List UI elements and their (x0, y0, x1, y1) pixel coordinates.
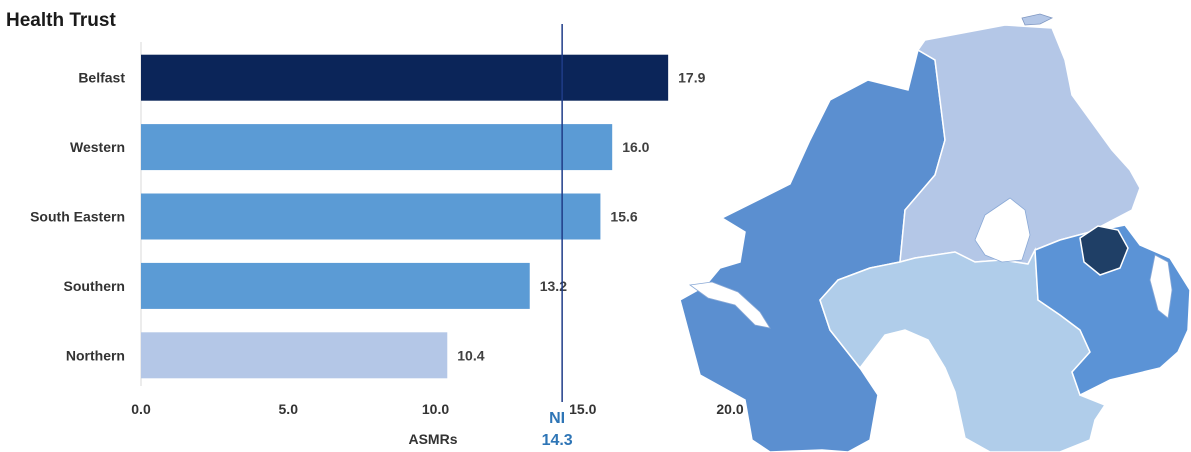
x-tick-label: 10.0 (422, 401, 449, 417)
northern-ireland-map (679, 13, 1191, 452)
data-label: 13.2 (540, 278, 567, 294)
bar (141, 332, 448, 379)
map-region-southern (819, 247, 1107, 452)
x-tick-label: 5.0 (279, 401, 299, 417)
data-label: 15.6 (610, 209, 637, 225)
data-label: 16.0 (622, 139, 649, 155)
lough-neagh (974, 197, 1031, 263)
reference-line-name: NI (549, 410, 565, 427)
bar (141, 124, 613, 171)
x-tick-label: 15.0 (569, 401, 596, 417)
data-label: 17.9 (678, 70, 705, 86)
map-region-south-eastern (1034, 224, 1191, 397)
bar (141, 262, 530, 309)
category-label: Belfast (78, 70, 125, 86)
reference-line-value: 14.3 (542, 432, 573, 449)
chart-title: Health Trust (6, 10, 116, 31)
lough-erne (688, 281, 771, 329)
x-tick-label: 20.0 (716, 401, 743, 417)
bar (141, 193, 601, 240)
data-label: 10.4 (457, 347, 484, 363)
rathlin-island (1021, 13, 1054, 26)
bar-chart: Belfast 17.9 Western 16.0 South Eastern 15.6 S… (30, 24, 744, 449)
category-label: Western (70, 139, 125, 155)
category-label: Northern (66, 347, 125, 363)
bar (141, 54, 669, 101)
x-axis-title: ASMRs (408, 431, 457, 447)
category-label: South Eastern (30, 209, 125, 225)
x-tick-label: 0.0 (131, 401, 151, 417)
map-region-belfast (1079, 225, 1129, 276)
category-label: Southern (64, 278, 125, 294)
strangford-lough (1149, 254, 1173, 319)
